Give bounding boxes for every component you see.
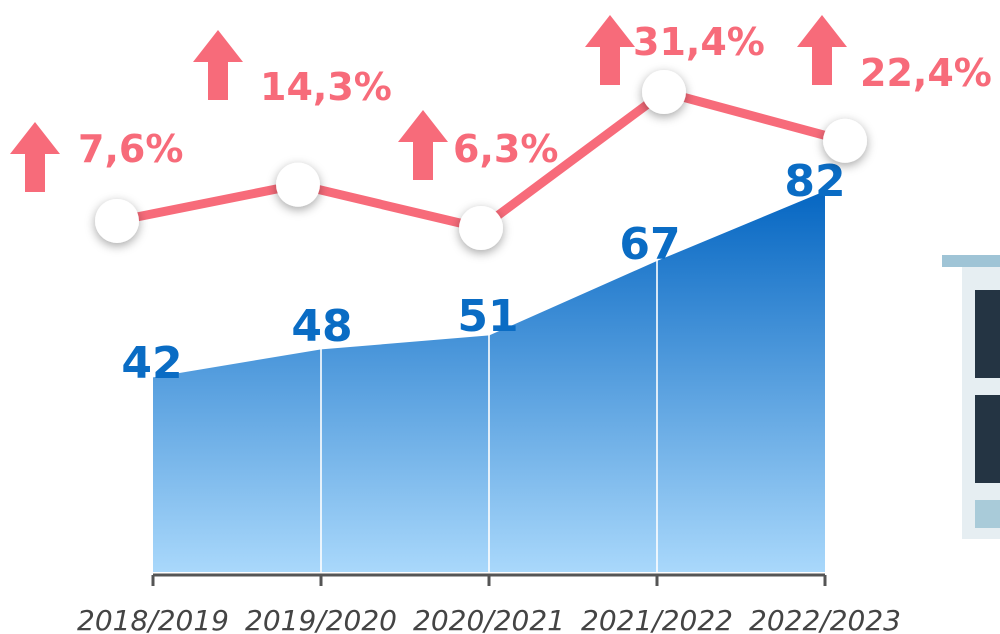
growth-point — [823, 118, 867, 163]
value-label: 67 — [619, 219, 680, 270]
x-tick-label: 2019/2020 — [245, 604, 397, 634]
up-arrow — [193, 30, 243, 100]
growth-label: 7,6% — [78, 127, 183, 171]
x-tick-label: 2021/2022 — [581, 604, 733, 634]
growth-label: 14,3% — [260, 65, 392, 109]
value-label: 51 — [457, 291, 518, 342]
growth-label: 22,4% — [860, 51, 992, 95]
building-decoration — [942, 255, 1000, 539]
value-label: 82 — [784, 156, 845, 207]
growth-point — [95, 198, 139, 243]
value-label: 48 — [291, 301, 352, 352]
growth-point — [276, 162, 320, 207]
growth-point — [459, 206, 503, 250]
growth-label: 31,4% — [633, 20, 765, 64]
up-arrow — [398, 110, 448, 180]
growth-point — [642, 70, 686, 114]
x-tick-label: 2020/2021 — [413, 604, 565, 634]
x-tick-label: 2018/2019 — [77, 604, 229, 634]
up-arrow — [585, 15, 635, 85]
x-tick-label: 2022/2023 — [749, 604, 901, 634]
growth-label: 6,3% — [453, 127, 558, 171]
up-arrow — [10, 122, 60, 192]
value-label: 42 — [121, 338, 182, 389]
up-arrow — [797, 15, 847, 85]
